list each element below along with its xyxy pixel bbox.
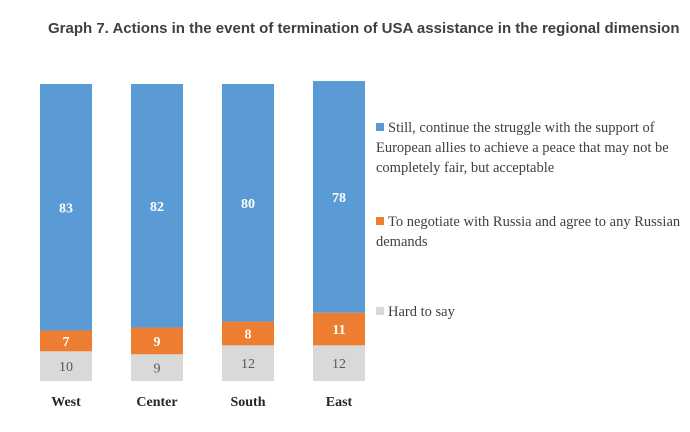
data-label-west-series-3: 10 <box>59 360 73 375</box>
legend-label-1: Still, continue the struggle with the su… <box>376 120 669 176</box>
data-label-east-series-3: 12 <box>332 357 346 372</box>
bar-segment-east-series-2 <box>313 312 365 346</box>
data-label-south-series-2: 8 <box>245 327 252 342</box>
data-label-west-series-1: 83 <box>59 201 73 216</box>
bar-segment-east-series-3 <box>313 345 365 381</box>
data-label-east-series-2: 11 <box>332 323 345 338</box>
data-label-west-series-2: 7 <box>63 335 70 350</box>
legend-item-1: Still, continue the struggle with the su… <box>376 118 686 178</box>
legend-item-2: To negotiate with Russia and agree to an… <box>376 212 686 252</box>
bar-segment-center-series-1 <box>131 84 183 328</box>
data-label-center-series-3: 9 <box>154 362 161 377</box>
legend-swatch-2 <box>376 217 384 225</box>
data-label-south-series-1: 80 <box>241 197 255 212</box>
x-tick-label-south: South <box>230 395 265 410</box>
legend-swatch-1 <box>376 123 384 131</box>
bar-segment-south-series-1 <box>222 84 274 322</box>
bar-segment-south-series-2 <box>222 321 274 346</box>
stacked-bar-chart: 10 7 83 West 9 9 82 Center 12 8 80 South 12 11 78 East <box>40 81 365 410</box>
bar-segment-south-series-3 <box>222 345 274 381</box>
data-label-east-series-1: 78 <box>332 191 346 206</box>
bar-segment-east-series-1 <box>313 81 365 313</box>
legend-label-2: To negotiate with Russia and agree to an… <box>376 214 681 250</box>
x-tick-label-east: East <box>326 395 353 410</box>
data-label-center-series-1: 82 <box>150 200 164 215</box>
chart-title: Graph 7. Actions in the event of termina… <box>48 20 680 37</box>
data-label-center-series-2: 9 <box>154 335 161 350</box>
bar-segment-center-series-3 <box>131 354 183 381</box>
legend-label-3: Hard to say <box>388 304 455 320</box>
bar-segment-west-series-3 <box>40 351 92 381</box>
legend-item-3: Hard to say <box>376 302 686 322</box>
x-tick-label-center: Center <box>136 395 177 410</box>
bar-segment-center-series-2 <box>131 327 183 355</box>
x-tick-label-west: West <box>51 395 81 410</box>
bar-segment-west-series-1 <box>40 84 92 331</box>
bar-segment-west-series-2 <box>40 330 92 352</box>
legend-swatch-3 <box>376 307 384 315</box>
data-label-south-series-3: 12 <box>241 357 255 372</box>
